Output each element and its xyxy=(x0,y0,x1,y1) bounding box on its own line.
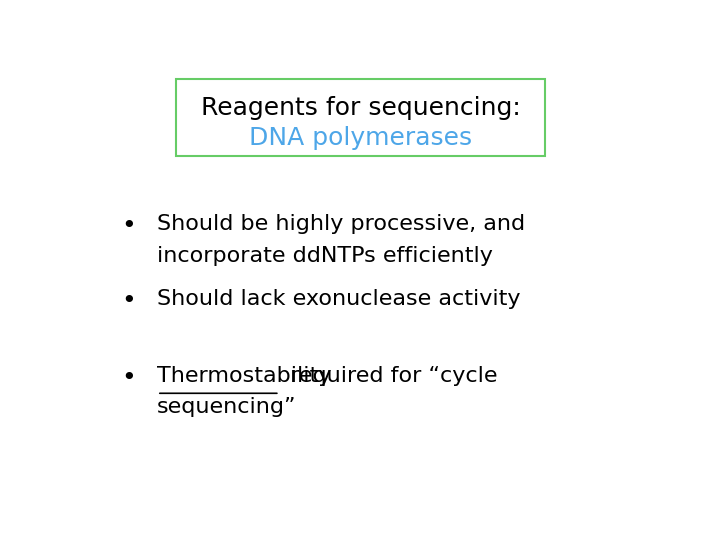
FancyBboxPatch shape xyxy=(176,79,545,156)
Text: DNA polymerases: DNA polymerases xyxy=(249,126,472,150)
Text: Should lack exonuclease activity: Should lack exonuclease activity xyxy=(157,289,521,309)
Text: Reagents for sequencing:: Reagents for sequencing: xyxy=(201,97,521,120)
Text: •: • xyxy=(122,214,136,239)
Text: required for “cycle: required for “cycle xyxy=(282,366,497,386)
Text: •: • xyxy=(122,366,136,390)
Text: •: • xyxy=(122,289,136,313)
Text: Should be highly processive, and: Should be highly processive, and xyxy=(157,214,525,234)
Text: sequencing”: sequencing” xyxy=(157,397,297,417)
Text: Thermostability: Thermostability xyxy=(157,366,331,386)
Text: incorporate ddNTPs efficiently: incorporate ddNTPs efficiently xyxy=(157,246,492,266)
